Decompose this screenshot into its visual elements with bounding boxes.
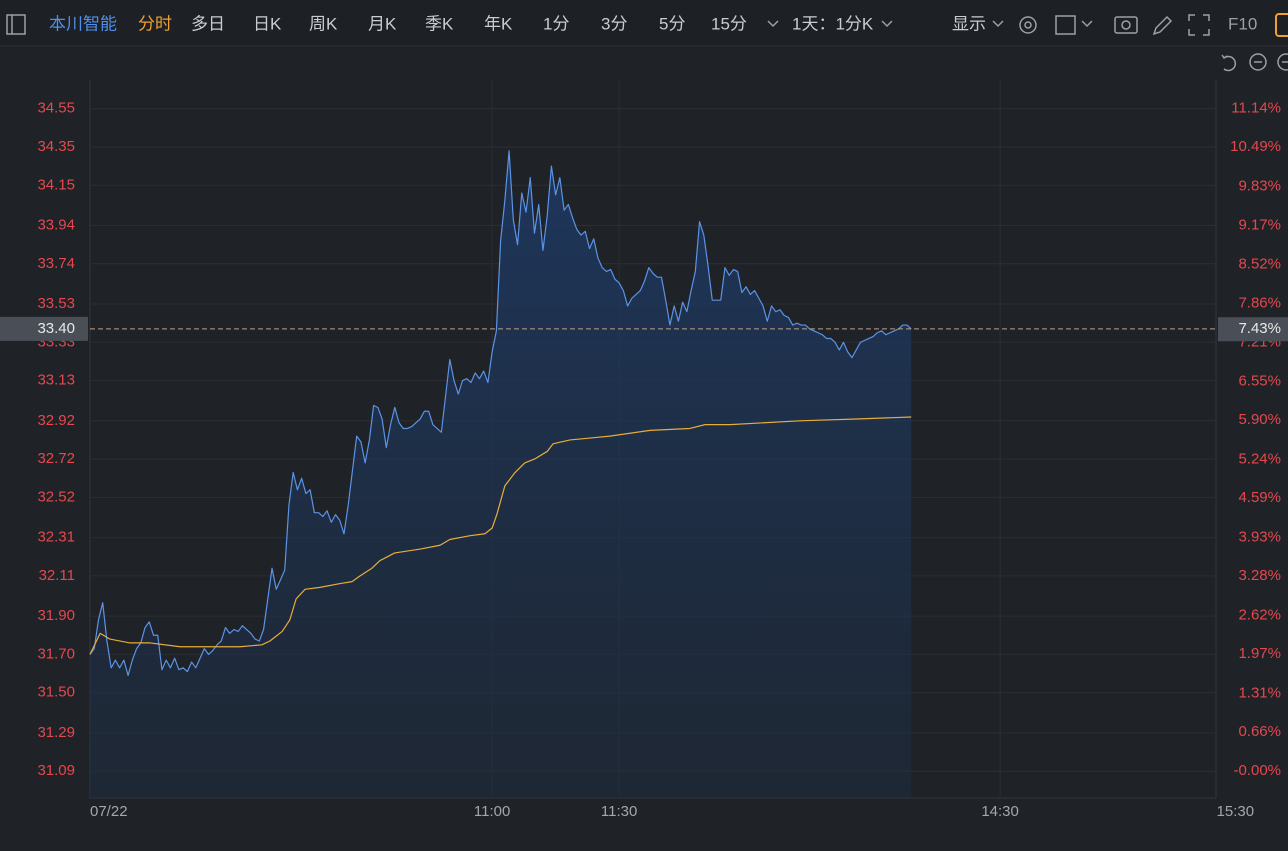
stock-name[interactable]: 本川智能 [49,14,117,33]
y2-tick-label: 7.86% [1238,295,1281,312]
y2-tick-label: 9.83% [1238,177,1281,194]
y2-tick-label: 0.66% [1238,723,1281,740]
tab[interactable]: 季K [425,14,454,33]
y-tick-label: 32.92 [37,412,75,429]
y-tick-label: 31.70 [37,645,75,662]
camera-icon[interactable] [1114,16,1138,34]
tab[interactable]: 5分 [659,14,685,33]
tab[interactable]: 月K [368,14,397,33]
box-icon[interactable] [1055,15,1076,35]
period-select[interactable]: 1天：1分K [792,14,874,33]
y-tick-label: 33.13 [37,372,75,389]
x-tick-label: 14:30 [981,803,1019,820]
y2-tick-label: 11.14% [1231,100,1281,117]
y-tick-label: 32.72 [37,450,75,467]
y2-tick-label: 3.93% [1238,528,1281,545]
chevron[interactable] [881,20,893,28]
last-price-tag [0,316,88,341]
toolbar: 本川智能 分时 1天：1分K 显示 F10 多日 日K 周K 月K 季K 年K 1分 3分 5分… [0,0,1288,47]
display-menu[interactable]: 显示 [952,14,986,33]
average-line [89,416,912,655]
tab[interactable]: 多日 [191,14,225,33]
tab[interactable]: 日K [253,14,282,33]
chevron[interactable] [1081,20,1093,28]
settings-icon[interactable] [1019,16,1037,34]
y2-tick-label: 3.28% [1238,567,1281,584]
chevron[interactable] [767,20,779,28]
y2-tick-label: 9.17% [1238,217,1281,234]
price-line [89,150,912,677]
last-price-label: 33.40 [37,320,75,337]
y2-tick-label: -0.00% [1233,762,1281,779]
y-tick-label: 31.50 [37,684,75,701]
zoom-controls [1221,53,1288,72]
last-pct-tag [1218,317,1288,342]
x-tick-label: 07/22 [90,803,128,820]
y-tick-label: 31.09 [37,762,75,779]
y2-tick-label: 4.59% [1238,489,1281,506]
pencil-icon[interactable] [1152,15,1173,36]
tab[interactable]: 周K [309,14,338,33]
plot: 34.5534.3534.1533.9433.7433.5333.3333.13… [0,80,1288,820]
f10-button[interactable]: F10 [1228,14,1257,33]
last-pct-label: 7.43% [1238,320,1281,337]
toolbar-bg [0,0,1288,46]
reset-icon[interactable] [1221,54,1237,72]
x-tick-label: 11:30 [601,803,637,820]
y-tick-label: 32.52 [37,488,75,505]
y2-tick-label: 10.49% [1230,138,1281,155]
alert-button[interactable] [1275,13,1288,37]
x-tick-label: 15:30 [1217,803,1255,820]
y-tick-label: 31.90 [37,607,75,624]
y-tick-label: 34.15 [37,176,75,193]
y-tick-label: 33.74 [37,255,75,272]
y-tick-label: 31.29 [37,724,75,741]
y2-tick-label: 1.97% [1238,645,1281,662]
y-tick-label: 32.31 [37,529,75,546]
y2-tick-label: 2.62% [1238,606,1281,623]
y-tick-label: 34.35 [37,138,75,155]
tab-active[interactable]: 分时 [138,14,172,33]
x-tick-label: 11:00 [474,803,510,820]
y2-tick-label: 1.31% [1238,684,1281,701]
y2-tick-label: 6.55% [1238,373,1281,390]
y-tick-label: 33.53 [37,295,75,312]
y2-tick-label: 8.52% [1238,255,1281,272]
sidebar-toggle[interactable] [6,14,26,35]
tab[interactable]: 15分 [711,14,747,33]
camera-lens [1121,20,1131,30]
tab[interactable]: 年K [484,14,513,33]
zoom-out-icon[interactable] [1249,53,1267,71]
tab[interactable]: 1分 [543,14,569,33]
price-area [90,150,912,799]
y-tick-label: 32.11 [39,567,75,584]
tab[interactable]: 3分 [601,14,627,33]
y-tick-label: 33.94 [37,216,75,233]
y2-tick-label: 5.24% [1238,450,1281,467]
y2-tick-label: 5.90% [1238,411,1281,428]
settings-icon-core [1024,21,1032,29]
y-tick-label: 34.55 [37,100,75,117]
zoom-in-icon[interactable] [1277,53,1288,71]
chevron[interactable] [992,20,1004,28]
fullscreen-icon[interactable] [1188,14,1210,36]
